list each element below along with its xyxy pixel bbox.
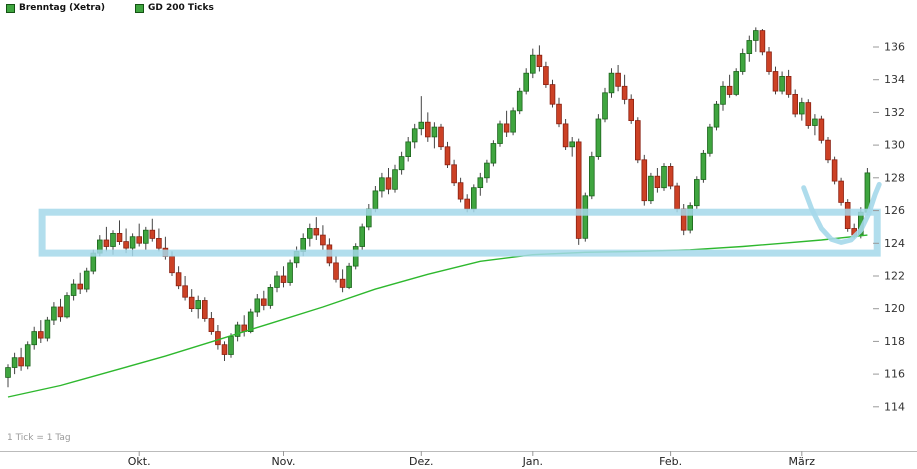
svg-text:118: 118	[884, 335, 905, 348]
svg-text:124: 124	[884, 237, 905, 250]
svg-text:120: 120	[884, 302, 905, 315]
support-resistance-zone	[38, 208, 881, 257]
chart-legend: Brenntag (Xetra) GD 200 Ticks	[6, 3, 214, 13]
svg-text:116: 116	[884, 368, 905, 381]
legend-item-instrument: Brenntag (Xetra)	[6, 3, 105, 13]
candles-layer	[5, 30, 871, 378]
y-axis: 136 134 132 130 128 126 124 122 120 118 116 114	[873, 41, 905, 413]
svg-text:122: 122	[884, 270, 905, 283]
tick-scale-note: 1 Tick = 1 Tag	[7, 433, 71, 443]
svg-text:114: 114	[884, 400, 905, 413]
legend-gd200-label: GD 200 Ticks	[148, 3, 214, 13]
svg-text:Okt.: Okt.	[128, 455, 151, 468]
svg-text:130: 130	[884, 139, 905, 152]
legend-item-gd200: GD 200 Ticks	[135, 3, 214, 13]
svg-text:Dez.: Dez.	[409, 455, 434, 468]
instrument-swatch-icon	[6, 3, 15, 13]
u-turn-annotation	[801, 181, 882, 245]
svg-text:136: 136	[884, 41, 905, 54]
svg-text:128: 128	[884, 171, 905, 184]
gd200-swatch-icon	[135, 3, 145, 13]
svg-text:126: 126	[884, 204, 905, 217]
gd200-line	[7, 234, 868, 398]
svg-text:Nov.: Nov.	[271, 455, 295, 468]
svg-text:März: März	[789, 455, 816, 468]
svg-text:132: 132	[884, 106, 905, 119]
svg-text:134: 134	[884, 73, 905, 86]
svg-text:Feb.: Feb.	[659, 455, 682, 468]
x-axis: Okt. Nov. Dez. Jan. Feb. März	[0, 451, 917, 468]
svg-text:Jan.: Jan.	[522, 455, 543, 468]
legend-instrument-label: Brenntag (Xetra)	[19, 3, 106, 13]
